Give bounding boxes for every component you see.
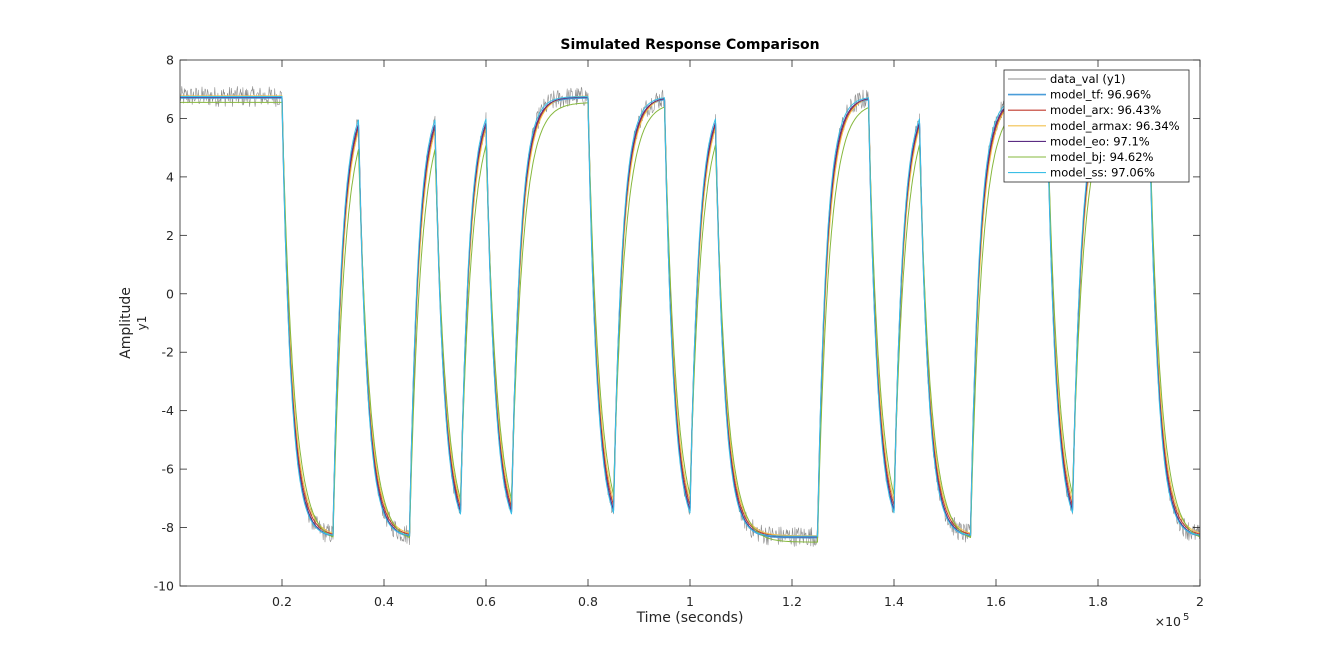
y-tick-label: 0 — [166, 286, 174, 301]
legend-label-data-val-y1: data_val (y1) — [1050, 72, 1125, 86]
x-tick-label: 0.2 — [272, 594, 292, 609]
x-exponent-label: ×10 — [1155, 614, 1181, 629]
legend-label-model-ss: model_ss: 97.06% — [1050, 166, 1155, 180]
x-tick-label: 1 — [686, 594, 694, 609]
x-exponent-power: 5 — [1183, 612, 1189, 623]
chart-title: Simulated Response Comparison — [560, 37, 819, 53]
legend-label-model-arx: model_arx: 96.43% — [1050, 103, 1161, 117]
x-tick-label: 0.8 — [578, 594, 598, 609]
y-tick-label: -8 — [162, 520, 175, 535]
legend-label-model-bj: model_bj: 94.62% — [1050, 150, 1154, 164]
y-tick-label: 8 — [166, 53, 174, 68]
series-line-model-ss — [180, 96, 1200, 537]
legend: data_val (y1) model_tf: 96.96%model_arx: … — [1003, 69, 1190, 183]
y-tick-label: -10 — [154, 579, 174, 594]
x-tick-label: 1.8 — [1088, 594, 1108, 609]
plot-area — [180, 86, 1200, 547]
legend-label-model-tf: model_tf: 96.96% — [1050, 88, 1151, 102]
y-tick-label: 2 — [166, 228, 174, 243]
x-tick-label: 1.6 — [986, 594, 1006, 609]
x-tick-label: 2 — [1196, 594, 1204, 609]
y-tick-label: 6 — [166, 111, 174, 126]
y-axis-channel-label: y1 — [135, 316, 149, 331]
y-axis-label: Amplitude — [118, 287, 134, 359]
y-tick-label: 4 — [166, 169, 174, 184]
legend-label-model-armax: model_armax: 96.34% — [1050, 119, 1180, 133]
y-tick-label: -4 — [162, 403, 175, 418]
x-tick-label: 1.4 — [884, 594, 904, 609]
x-tick-label: 0.6 — [476, 594, 496, 609]
ticks: 0.2 0.4 0.6 0.8 1 1.2 1.4 1.6 1.8 2 -10 -8 -6 -4 -2 0 2 4… — [154, 53, 1204, 610]
x-tick-label: 1.2 — [782, 594, 802, 609]
y-tick-label: -2 — [162, 345, 174, 360]
x-axis-label: Time (seconds) — [636, 610, 744, 626]
legend-label-model-eo: model_eo: 97.1% — [1050, 134, 1150, 148]
x-tick-label: 0.4 — [374, 594, 394, 609]
y-tick-label: -6 — [162, 462, 175, 477]
